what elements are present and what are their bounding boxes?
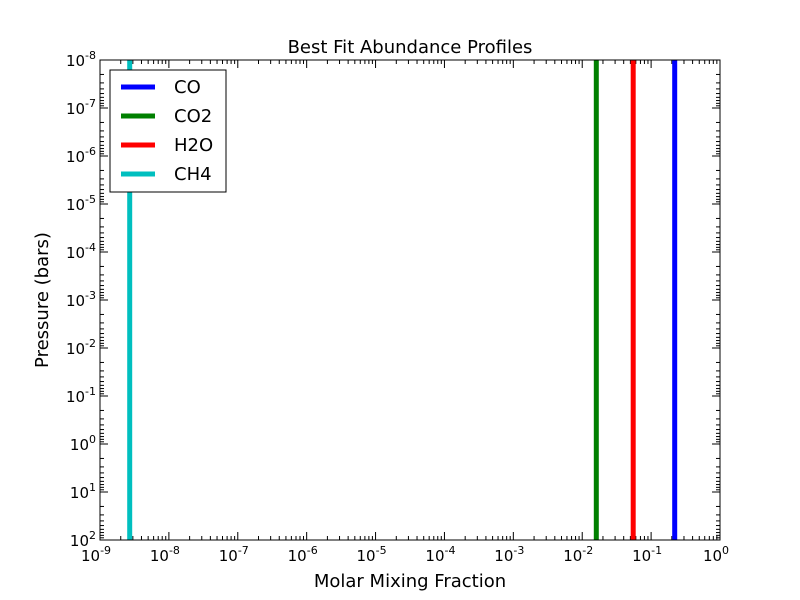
x-tick-label: 10-5 xyxy=(357,544,387,565)
legend-label: CO xyxy=(174,77,201,98)
y-tick-label: 102 xyxy=(70,529,96,550)
x-tick-exponent: -9 xyxy=(100,544,111,557)
y-tick-label: 10-7 xyxy=(66,97,96,118)
y-tick-exponent: 1 xyxy=(89,481,96,494)
x-tick-base: 10 xyxy=(632,547,651,565)
x-tick-label: 10-6 xyxy=(288,544,318,565)
x-tick-base: 10 xyxy=(219,547,238,565)
y-tick-exponent: 0 xyxy=(89,433,96,446)
y-tick-base: 10 xyxy=(66,100,85,118)
x-tick-label: 10-7 xyxy=(219,544,249,565)
x-tick-exponent: -2 xyxy=(582,544,593,557)
y-tick-label: 10-2 xyxy=(66,337,96,358)
y-tick-label: 10-6 xyxy=(66,145,96,166)
y-tick-label: 101 xyxy=(70,481,96,502)
y-tick-base: 10 xyxy=(70,532,89,550)
x-tick-base: 10 xyxy=(357,547,376,565)
x-tick-label: 10-4 xyxy=(425,544,455,565)
legend-label: CH4 xyxy=(174,164,212,185)
x-tick-exponent: -8 xyxy=(169,544,180,557)
x-tick-exponent: -5 xyxy=(376,544,387,557)
y-tick-base: 10 xyxy=(66,340,85,358)
x-tick-label: 100 xyxy=(703,544,729,565)
y-tick-label: 100 xyxy=(70,433,96,454)
y-tick-exponent: -7 xyxy=(85,97,96,110)
x-tick-base: 10 xyxy=(703,547,722,565)
x-tick-label: 10-2 xyxy=(563,544,593,565)
y-tick-base: 10 xyxy=(66,292,85,310)
y-tick-label: 10-3 xyxy=(66,289,96,310)
y-tick-base: 10 xyxy=(66,196,85,214)
y-tick-base: 10 xyxy=(66,148,85,166)
y-tick-exponent: -5 xyxy=(85,193,96,206)
y-tick-base: 10 xyxy=(70,436,89,454)
y-tick-exponent: -4 xyxy=(85,241,96,254)
x-tick-base: 10 xyxy=(150,547,169,565)
plot-frame xyxy=(99,59,721,541)
chart-title: Best Fit Abundance Profiles xyxy=(288,37,533,58)
y-tick-label: 10-8 xyxy=(66,49,96,70)
legend: CO CO2 H2O CH4 xyxy=(109,69,227,193)
y-tick-exponent: -2 xyxy=(85,337,96,350)
y-tick-exponent: -8 xyxy=(85,49,96,62)
y-tick-base: 10 xyxy=(66,388,85,406)
x-tick-exponent: -4 xyxy=(445,544,456,557)
x-tick-label: 10-8 xyxy=(150,544,180,565)
x-tick-exponent: -3 xyxy=(513,544,524,557)
x-tick-label: 10-3 xyxy=(494,544,524,565)
y-tick-exponent: -3 xyxy=(85,289,96,302)
x-tick-label: 10-1 xyxy=(632,544,662,565)
ticks: 10-9 10-8 10-7 10-6 10-5 10-4 10-3 10-2 10-1 1001… xyxy=(66,49,729,565)
x-tick-base: 10 xyxy=(425,547,444,565)
x-tick-base: 10 xyxy=(563,547,582,565)
y-tick-base: 10 xyxy=(70,484,89,502)
legend-box xyxy=(109,69,227,193)
y-tick-label: 10-5 xyxy=(66,193,96,214)
x-tick-exponent: -1 xyxy=(651,544,662,557)
legend-label: CO2 xyxy=(174,106,212,127)
y-tick-label: 10-4 xyxy=(66,241,96,262)
x-tick-base: 10 xyxy=(288,547,307,565)
y-tick-exponent: -1 xyxy=(85,385,96,398)
y-tick-base: 10 xyxy=(66,52,85,70)
x-axis-label: Molar Mixing Fraction xyxy=(314,571,506,592)
x-tick-base: 10 xyxy=(81,547,100,565)
x-tick-exponent: 0 xyxy=(722,544,729,557)
x-tick-base: 10 xyxy=(494,547,513,565)
x-tick-exponent: -7 xyxy=(238,544,249,557)
x-tick-exponent: -6 xyxy=(307,544,318,557)
y-tick-label: 10-1 xyxy=(66,385,96,406)
y-axis-label: Pressure (bars) xyxy=(32,232,53,368)
x-tick-label: 10-9 xyxy=(81,544,111,565)
y-tick-exponent: -6 xyxy=(85,145,96,158)
legend-label: H2O xyxy=(174,135,213,156)
y-tick-exponent: 2 xyxy=(89,529,96,542)
y-tick-base: 10 xyxy=(66,244,85,262)
